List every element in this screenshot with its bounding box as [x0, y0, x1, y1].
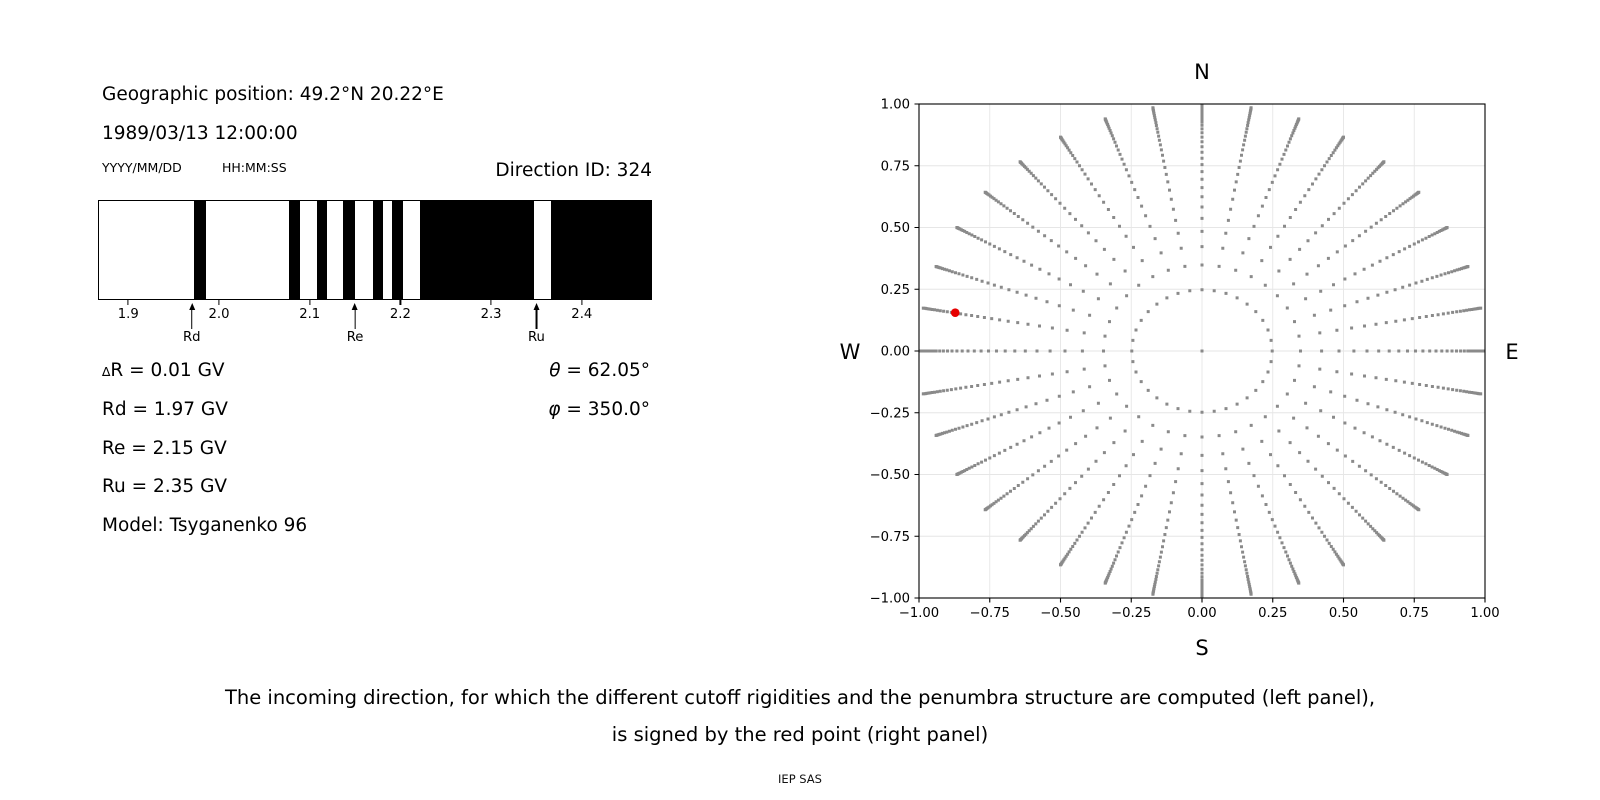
penumbra-plot-area	[98, 200, 652, 300]
penumbra-x-tick	[581, 300, 583, 305]
y-tick-label: 0.50	[881, 221, 910, 236]
x-tick-label: 0.50	[1329, 606, 1358, 621]
model-label: Model: Tsyganenko 96	[102, 515, 308, 536]
arrow-up-icon	[188, 303, 195, 310]
selected-direction-red-point	[950, 308, 960, 318]
compass-north: N	[1194, 60, 1210, 84]
x-tick-label: −0.50	[1040, 606, 1080, 621]
penumbra-x-tick	[218, 300, 220, 305]
penumbra-forbidden-band	[343, 201, 356, 299]
arrow-up-icon	[352, 303, 359, 310]
rigidity-arrow-rd: Rd	[183, 303, 201, 345]
penumbra-x-tick-label: 2.2	[389, 307, 411, 322]
compass-west: W	[840, 340, 861, 364]
penumbra-x-tick-label: 2.1	[299, 307, 321, 322]
penumbra-x-tick	[490, 300, 492, 305]
penumbra-forbidden-band	[193, 201, 206, 299]
arrow-stem	[354, 310, 356, 329]
x-tick-label: −0.25	[1111, 606, 1151, 621]
compass-south: S	[1195, 636, 1208, 660]
penumbra-forbidden-band	[372, 201, 384, 299]
penumbra-x-tick	[309, 300, 311, 305]
credit-label: IEP SAS	[778, 772, 822, 786]
x-tick-label: −1.00	[899, 606, 939, 621]
y-tick-label: −0.50	[870, 468, 910, 483]
theta-symbol: θ	[549, 360, 561, 381]
x-tick-label: 0.25	[1258, 606, 1287, 621]
re-value: Re = 2.15 GV	[102, 438, 227, 459]
delta-symbol: ∆	[102, 364, 111, 379]
phi-symbol: φ	[548, 399, 561, 420]
penumbra-forbidden-band	[551, 201, 651, 299]
y-tick-label: −1.00	[870, 592, 910, 607]
caption-line-1: The incoming direction, for which the di…	[224, 686, 1376, 709]
penumbra-x-tick-label: 2.0	[208, 307, 230, 322]
rigidity-arrow-re: Re	[346, 303, 364, 345]
y-tick-label: 0.00	[881, 345, 910, 360]
x-tick-label: 0.00	[1187, 606, 1216, 621]
penumbra-x-tick-label: 2.3	[480, 307, 502, 322]
theta-value: θ = 62.05°	[549, 360, 650, 381]
y-tick-label: 0.25	[881, 283, 910, 298]
arrow-up-icon	[533, 303, 540, 310]
x-tick-label: 1.00	[1470, 606, 1499, 621]
arrow-stem	[535, 310, 538, 329]
direction-id-label: Direction ID: 324	[495, 160, 652, 181]
caption-line-2: is signed by the red point (right panel)	[611, 722, 989, 746]
x-tick-label: −0.75	[970, 606, 1010, 621]
ru-value: Ru = 2.35 GV	[102, 476, 228, 497]
y-tick-label: 0.75	[881, 159, 910, 174]
caption: The incoming direction, for which the di…	[0, 688, 1600, 744]
delta-r-value: ∆R = 0.01 GV	[102, 360, 225, 381]
y-tick-label: −0.75	[870, 530, 910, 545]
arrow-stem	[191, 310, 193, 329]
penumbra-forbidden-band	[316, 201, 327, 299]
direction-grid-dots	[919, 104, 1485, 598]
datetime: 1989/03/13 12:00:00	[102, 123, 298, 144]
phi-value: φ = 350.0°	[548, 399, 650, 420]
rigidity-arrow-label: Ru	[527, 330, 545, 345]
y-tick-label: −0.25	[870, 406, 910, 421]
penumbra-forbidden-band	[289, 201, 301, 299]
time-format-label: HH:MM:SS	[222, 160, 287, 175]
x-tick-label: 0.75	[1400, 606, 1429, 621]
compass-east: E	[1505, 340, 1518, 364]
penumbra-x-tick	[399, 300, 401, 305]
direction-plot: −1.00 −0.75 −0.50 −0.25 0.00 0.25 0.50 0.75 1.00…	[840, 60, 1519, 660]
y-tick-label: 1.00	[881, 98, 910, 113]
rigidity-arrow-label: Rd	[183, 330, 201, 345]
rigidity-arrow-label: Re	[346, 330, 364, 345]
penumbra-forbidden-band	[419, 201, 535, 299]
penumbra-x-tick-label: 1.9	[117, 307, 139, 322]
geographic-position: Geographic position: 49.2°N 20.22°E	[102, 84, 444, 105]
rigidity-arrow-ru: Ru	[528, 303, 545, 345]
rd-value: Rd = 1.97 GV	[102, 399, 228, 420]
penumbra-axis: 1.9 2.0 2.1 2.2 2.3 2.4 Rd Re Ru	[98, 300, 652, 355]
datetime-format-row: YYYY/MM/DD HH:MM:SS	[102, 161, 522, 175]
penumbra-x-tick	[127, 300, 129, 305]
penumbra-forbidden-band	[391, 201, 403, 299]
axis-ticks	[914, 103, 1486, 603]
penumbra-x-tick-label: 2.4	[571, 307, 593, 322]
date-format-label: YYYY/MM/DD	[102, 160, 182, 175]
